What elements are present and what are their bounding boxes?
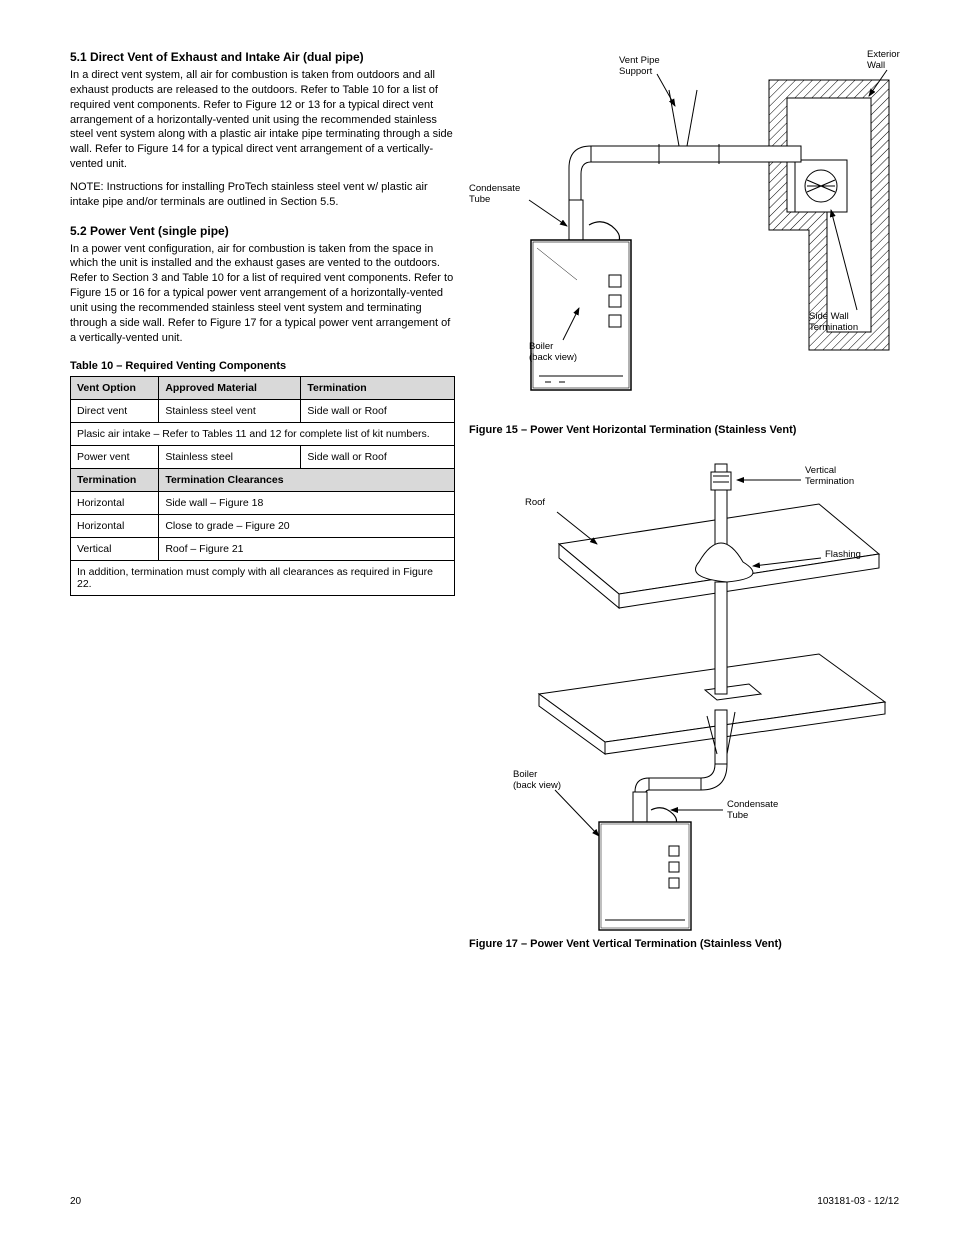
td-vent-option: Power vent xyxy=(71,445,159,468)
td-note: In addition, termination must comply wit… xyxy=(71,560,455,595)
sec-5-2-title: 5.2 Power Vent (single pipe) xyxy=(70,224,455,238)
label-boiler: Boiler(back view) xyxy=(513,770,561,792)
td-material: Stainless steel xyxy=(159,445,301,468)
label-vertical-term: VerticalTermination xyxy=(805,466,854,488)
label-condensate-tube: CondensateTube xyxy=(469,184,520,206)
label-flashing: Flashing xyxy=(825,550,861,561)
th-termination: Termination xyxy=(301,376,455,399)
table-row: Power vent Stainless steel Side wall or … xyxy=(71,445,455,468)
left-column: 5.1 Direct Vent of Exhaust and Intake Ai… xyxy=(70,50,455,596)
sec-5-2-para: In a power vent configuration, air for c… xyxy=(70,242,455,346)
th-approved-material: Approved Material xyxy=(159,376,301,399)
td-clearance: Side wall – Figure 18 xyxy=(159,491,455,514)
label-boiler: Boiler(back view) xyxy=(529,342,577,364)
table-row: Vertical Roof – Figure 21 xyxy=(71,537,455,560)
td-term: Side wall or Roof xyxy=(301,445,455,468)
table-header-row: Vent Option Approved Material Terminatio… xyxy=(71,376,455,399)
label-vent-support: Vent PipeSupport xyxy=(619,56,660,78)
label-roof: Roof xyxy=(525,498,545,509)
figure-17-caption: Figure 17 – Power Vent Vertical Terminat… xyxy=(469,938,899,950)
sec-5-1-para: In a direct vent system, all air for com… xyxy=(70,68,455,172)
label-side-wall-term: Side WallTermination xyxy=(809,312,858,334)
table-row: Horizontal Close to grade – Figure 20 xyxy=(71,514,455,537)
td-vent-option: Direct vent xyxy=(71,399,159,422)
figure-15-diagram: Vent PipeSupport ExteriorWall Condensate… xyxy=(469,50,899,420)
th-termination: Termination xyxy=(71,468,159,491)
figure-15-caption: Figure 15 – Power Vent Horizontal Termin… xyxy=(469,424,899,436)
table-row: Direct vent Stainless steel vent Side wa… xyxy=(71,399,455,422)
table-subheader-row: Termination Termination Clearances xyxy=(71,468,455,491)
td-note: Plasic air intake – Refer to Tables 11 a… xyxy=(71,422,455,445)
label-condensate-tube: CondensateTube xyxy=(727,800,778,822)
td-term: Side wall or Roof xyxy=(301,399,455,422)
table-row: In addition, termination must comply wit… xyxy=(71,560,455,595)
sec-5-1-title: 5.1 Direct Vent of Exhaust and Intake Ai… xyxy=(70,50,455,64)
td-term-type: Horizontal xyxy=(71,514,159,537)
label-exterior-wall: ExteriorWall xyxy=(867,50,900,72)
td-clearance: Roof – Figure 21 xyxy=(159,537,455,560)
sec-5-1-note: NOTE: Instructions for installing ProTec… xyxy=(70,180,455,210)
table-10-title: Table 10 – Required Venting Components xyxy=(70,360,455,372)
figure-17-svg xyxy=(469,454,899,934)
figure-17-diagram: Roof VerticalTermination Flashing Boiler… xyxy=(469,454,899,934)
th-clearances: Termination Clearances xyxy=(159,468,455,491)
th-vent-option: Vent Option xyxy=(71,376,159,399)
table-10: Vent Option Approved Material Terminatio… xyxy=(70,376,455,596)
td-term-type: Vertical xyxy=(71,537,159,560)
td-term-type: Horizontal xyxy=(71,491,159,514)
right-column: Vent PipeSupport ExteriorWall Condensate… xyxy=(469,50,899,950)
page-footer: 20 103181-03 - 12/12 xyxy=(70,1196,899,1207)
table-row: Plasic air intake – Refer to Tables 11 a… xyxy=(71,422,455,445)
page-number: 20 xyxy=(70,1196,81,1207)
td-clearance: Close to grade – Figure 20 xyxy=(159,514,455,537)
td-material: Stainless steel vent xyxy=(159,399,301,422)
table-row: Horizontal Side wall – Figure 18 xyxy=(71,491,455,514)
figure-15-svg xyxy=(469,50,899,420)
footer-slug: 103181-03 - 12/12 xyxy=(817,1196,899,1207)
